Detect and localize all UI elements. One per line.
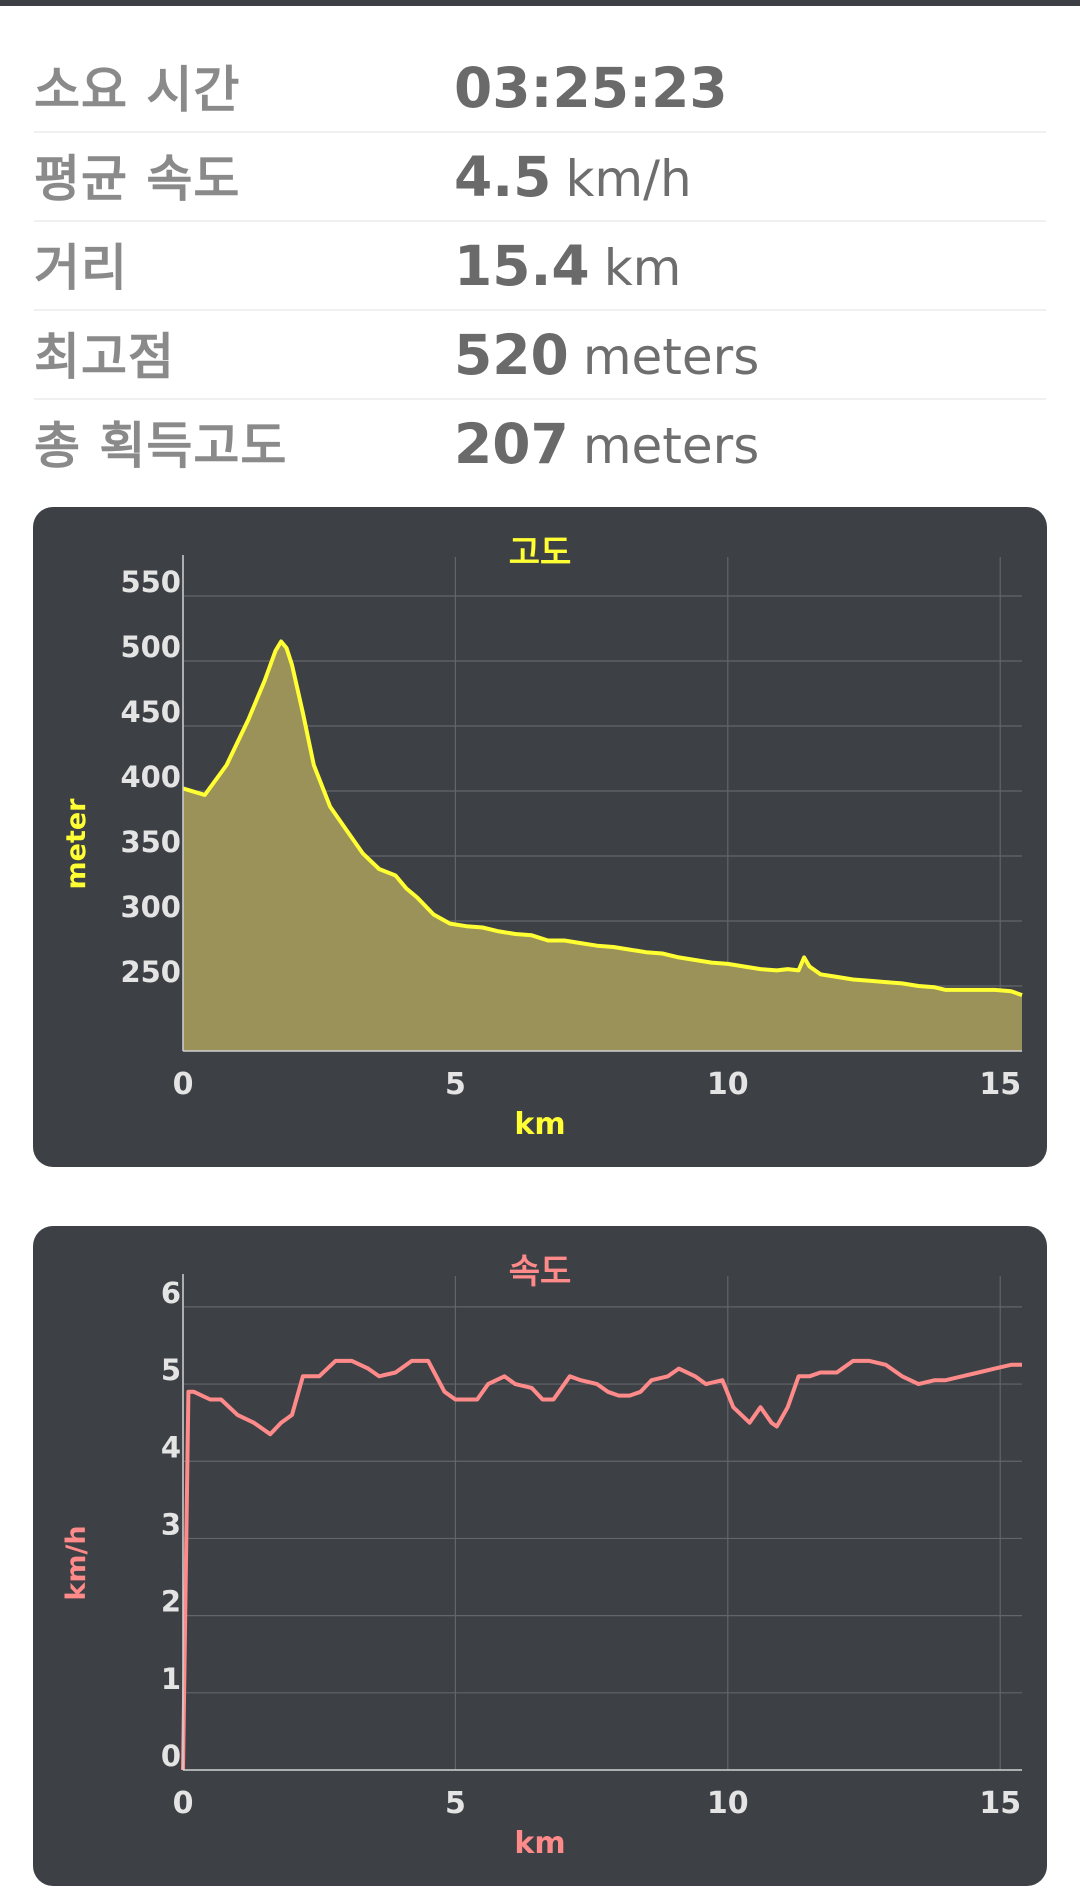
avg-speed-value: 4.5 (454, 145, 552, 209)
stat-row-duration: 소요 시간 03:25:23 (34, 44, 1046, 133)
stat-value-max-altitude: 520 meters (454, 323, 759, 387)
stat-value-avg-speed: 4.5 km/h (454, 145, 692, 209)
altitude-y-tick-label: 400 (120, 760, 181, 794)
altitude-x-tick-label: 15 (979, 1067, 1021, 1102)
stat-label-avg-speed: 평균 속도 (34, 150, 241, 208)
distance-value: 15.4 (454, 234, 590, 298)
altitude-x-tick-label: 0 (173, 1067, 194, 1102)
altitude-y-tick-label: 300 (120, 890, 181, 924)
speed-x-tick-label: 10 (707, 1786, 749, 1821)
duration-value: 03:25:23 (454, 56, 728, 120)
altitude-y-tick-label: 350 (120, 825, 181, 859)
status-bar-edge (0, 0, 1080, 6)
speed-x-tick-label: 5 (445, 1786, 466, 1821)
stat-value-elevation-gain: 207 meters (454, 412, 759, 476)
stat-label-distance: 거리 (34, 239, 128, 297)
avg-speed-unit: km/h (565, 150, 692, 208)
altitude-x-axis-label: km (514, 1107, 565, 1142)
speed-x-tick-label: 15 (979, 1786, 1021, 1821)
stat-row-distance: 거리 15.4 km (34, 222, 1046, 311)
stat-label-max-altitude: 최고점 (34, 328, 175, 386)
altitude-chart: 250 300 350 400 450 500 550 0 5 10 15 고도 km meter (61, 533, 1023, 1142)
stat-label-elevation-gain: 총 획득고도 (34, 417, 288, 475)
stats-table: 소요 시간 03:25:23 평균 속도 4.5 km/h 거리 15.4 km 최… (34, 44, 1046, 487)
elevation-gain-unit: meters (582, 417, 760, 475)
altitude-y-tick-label: 550 (120, 565, 181, 599)
altitude-title: 고도 (509, 533, 572, 573)
speed-chart: 0 1 2 3 4 5 6 0 5 10 15 속도 km km/h (61, 1252, 1022, 1861)
speed-y-tick-label: 4 (161, 1430, 181, 1464)
speed-x-tick-label: 0 (173, 1786, 194, 1821)
altitude-y-axis-label: meter (61, 798, 92, 890)
stat-row-max-altitude: 최고점 520 meters (34, 311, 1046, 400)
stat-row-elevation-gain: 총 획득고도 207 meters (34, 400, 1046, 487)
altitude-y-tick-label: 500 (120, 630, 181, 664)
speed-y-tick-label: 1 (161, 1662, 181, 1696)
speed-title: 속도 (509, 1252, 572, 1292)
speed-y-tick-label: 2 (161, 1585, 181, 1619)
distance-unit: km (603, 239, 682, 297)
altitude-area-fill (183, 641, 1022, 1051)
elevation-gain-value: 207 (454, 412, 569, 476)
speed-chart-card: 0 1 2 3 4 5 6 0 5 10 15 속도 km km/h (33, 1226, 1047, 1886)
altitude-x-tick-label: 5 (445, 1067, 466, 1102)
altitude-x-tick-label: 10 (707, 1067, 749, 1102)
max-altitude-unit: meters (582, 328, 760, 386)
speed-series-line (181, 1358, 1022, 1771)
stat-label-duration: 소요 시간 (34, 61, 241, 119)
stat-value-distance: 15.4 km (454, 234, 681, 298)
altitude-series-line (182, 639, 1023, 997)
speed-y-tick-label: 6 (161, 1276, 181, 1310)
speed-y-tick-label: 5 (161, 1353, 181, 1387)
speed-x-axis-label: km (514, 1826, 565, 1861)
speed-y-axis-label: km/h (61, 1525, 92, 1600)
altitude-y-tick-label: 250 (120, 955, 181, 989)
max-altitude-value: 520 (454, 323, 569, 387)
speed-y-tick-label: 3 (161, 1507, 181, 1541)
altitude-chart-card: 250 300 350 400 450 500 550 0 5 10 15 고도 km meter (33, 507, 1047, 1167)
altitude-y-tick-label: 450 (120, 695, 181, 729)
stat-value-duration: 03:25:23 (454, 56, 728, 120)
speed-y-tick-label: 0 (161, 1739, 181, 1773)
stat-row-avg-speed: 평균 속도 4.5 km/h (34, 133, 1046, 222)
